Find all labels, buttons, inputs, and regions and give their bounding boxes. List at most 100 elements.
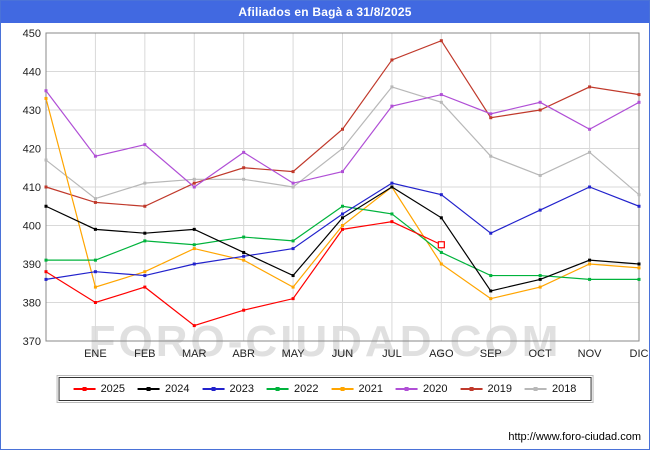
legend-marker	[340, 387, 345, 391]
chart-title: Afiliados en Bagà a 31/8/2025	[238, 5, 412, 19]
series-point	[143, 270, 147, 274]
series-point	[489, 274, 493, 278]
series-point	[291, 239, 295, 243]
series-point	[341, 224, 344, 227]
series-point	[439, 262, 443, 266]
legend-item-2021[interactable]: 2021	[331, 383, 383, 395]
series-point	[93, 197, 97, 201]
series-point	[637, 93, 641, 97]
legend-label: 2025	[100, 383, 126, 395]
y-tick-label: 370	[23, 336, 41, 348]
series-point	[192, 181, 196, 185]
series-point	[588, 127, 592, 131]
legend-line-swatch	[138, 387, 161, 391]
series-point	[93, 285, 97, 289]
series-point	[143, 274, 147, 278]
series-point	[44, 89, 48, 93]
series-point	[588, 85, 592, 89]
x-tick-label: JUL	[382, 348, 402, 360]
series-point	[439, 193, 443, 197]
series-point	[242, 250, 246, 254]
legend-item-2023[interactable]: 2023	[202, 383, 255, 395]
series-point	[588, 258, 592, 262]
series-point	[192, 177, 196, 181]
x-tick-label: ENE	[84, 348, 107, 360]
series-point	[93, 270, 97, 274]
legend-marker	[211, 387, 216, 391]
series-point	[390, 85, 394, 89]
series-point	[588, 262, 592, 266]
y-tick-label: 380	[23, 298, 41, 310]
series-point	[341, 227, 344, 231]
legend-marker	[276, 387, 281, 391]
legend-item-2024[interactable]: 2024	[138, 383, 190, 395]
legend-label: 2019	[487, 383, 512, 395]
legend-item-2022[interactable]: 2022	[267, 383, 319, 395]
series-point	[44, 204, 48, 208]
legend-marker	[404, 387, 409, 391]
series-point	[143, 181, 147, 185]
series-point	[143, 239, 147, 243]
series-point	[538, 100, 542, 104]
x-tick-label: FEB	[134, 348, 155, 360]
series-point	[489, 116, 493, 120]
series-point	[44, 185, 48, 189]
legend-item-2020[interactable]: 2020	[395, 383, 447, 395]
series-point	[44, 277, 48, 281]
source-url[interactable]: http://www.foro-ciudad.com	[508, 431, 641, 443]
series-point	[242, 308, 246, 312]
legend-item-2025[interactable]: 2025	[73, 383, 126, 395]
series-point	[439, 93, 443, 97]
series-point	[341, 212, 344, 216]
legend-line-swatch	[460, 387, 483, 391]
series-point	[93, 227, 97, 231]
legend-label: 2023	[229, 383, 255, 395]
series-point	[242, 150, 246, 154]
series-point	[143, 143, 147, 147]
series-point	[637, 262, 641, 266]
series-point	[390, 58, 394, 62]
x-tick-label: JUN	[332, 348, 353, 360]
series-point	[291, 185, 295, 189]
series-point	[390, 185, 394, 189]
legend-item-2019[interactable]: 2019	[460, 383, 512, 395]
series-point	[489, 297, 493, 301]
series-point	[192, 185, 196, 189]
legend-item-2018[interactable]: 2018	[524, 383, 577, 395]
series-point	[390, 220, 394, 224]
series-point	[242, 235, 246, 239]
legend-marker	[147, 387, 152, 391]
series-point	[637, 266, 641, 270]
series-point	[538, 208, 542, 212]
y-tick-label: 450	[23, 28, 41, 40]
series-point	[291, 274, 295, 278]
series-point	[143, 231, 147, 235]
series-point	[588, 150, 592, 154]
series-point	[44, 258, 48, 262]
series-point	[439, 216, 443, 220]
series-point	[489, 112, 493, 116]
legend-line-swatch	[395, 387, 418, 391]
x-tick-label: MAR	[182, 348, 207, 360]
series-point	[93, 200, 97, 204]
series-point	[588, 277, 592, 281]
series-point	[538, 285, 542, 289]
legend-line-swatch	[202, 387, 225, 391]
series-point	[341, 127, 344, 131]
series-point	[192, 227, 196, 231]
series-point	[93, 154, 97, 158]
legend-marker	[82, 387, 87, 391]
legend-label: 2018	[551, 383, 577, 395]
y-tick-label: 440	[23, 67, 41, 79]
legend-line-swatch	[73, 387, 96, 391]
series-point	[341, 147, 344, 150]
series-point	[192, 243, 196, 247]
y-tick-label: 420	[23, 144, 41, 156]
series-point	[44, 270, 48, 274]
series-point	[291, 285, 295, 289]
series-point	[439, 39, 443, 43]
y-tick-label: 410	[23, 182, 41, 194]
series-point	[538, 108, 542, 112]
x-tick-label: MAY	[282, 348, 306, 360]
legend-label: 2024	[165, 383, 190, 395]
